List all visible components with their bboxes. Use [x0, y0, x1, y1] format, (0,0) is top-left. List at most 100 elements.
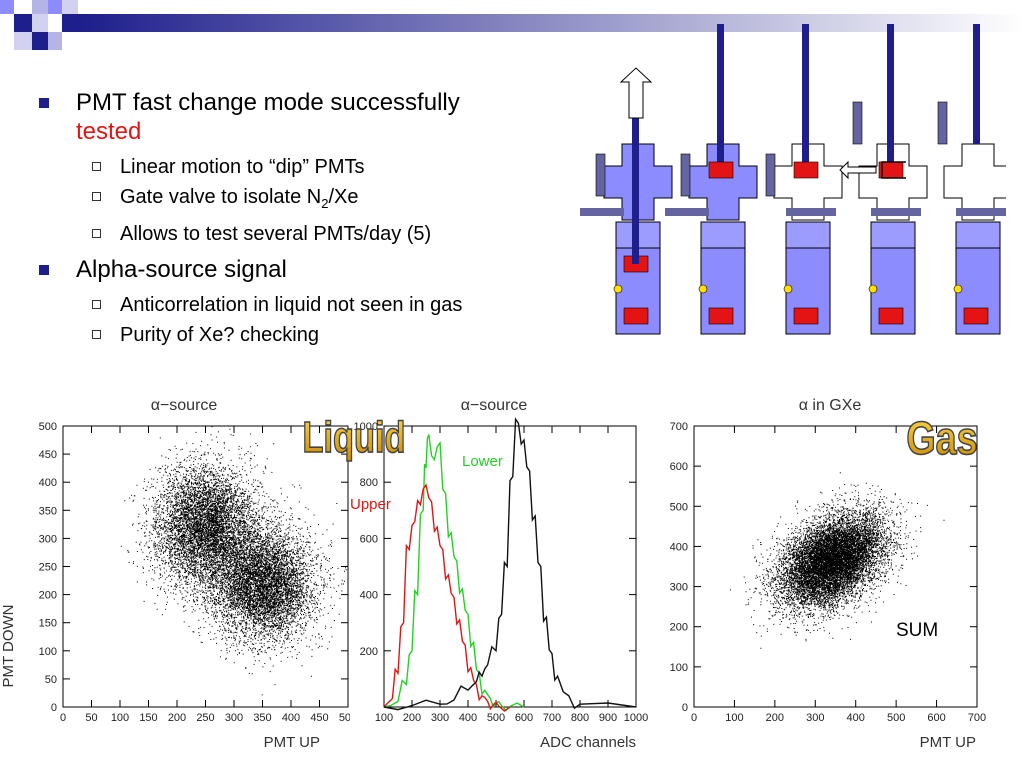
deco-square — [14, 32, 32, 50]
valve-plate — [595, 153, 606, 197]
alpha-source — [868, 284, 878, 294]
scatter-point-cloud — [730, 472, 945, 649]
y-tick-label: 200 — [39, 590, 57, 602]
flange — [871, 208, 921, 216]
deco-square — [48, 32, 62, 50]
valve-sleeve — [881, 161, 906, 179]
x-tick-label: 100 — [375, 712, 393, 724]
x-tick-label: 300 — [806, 712, 824, 724]
flange — [956, 208, 1006, 216]
bullet-alpha-source: Alpha-source signal — [36, 255, 576, 284]
stage-4 — [839, 24, 928, 335]
x-tick-label: 800 — [571, 712, 589, 724]
rod — [887, 24, 894, 164]
x-tick-label: 250 — [196, 712, 214, 724]
x-tick-label: 700 — [968, 712, 986, 724]
x-tick-label: 900 — [599, 712, 617, 724]
sub-bullet-text: Anticorrelation in liquid not seen in ga… — [120, 294, 463, 316]
series-label-sum: SUM — [896, 620, 938, 641]
wordart-liquid: Liquid — [302, 412, 406, 462]
x-tick-label: 600 — [927, 712, 945, 724]
deco-square — [62, 14, 78, 32]
sub-bullet-anticorrelation: Anticorrelation in liquid not seen in ga… — [36, 290, 576, 320]
alpha-source — [953, 284, 963, 294]
chart-title: α−source — [461, 397, 528, 414]
x-tick-label: 300 — [431, 712, 449, 724]
series-label-lower: Lower — [462, 453, 503, 470]
sub-bullet-marker — [92, 229, 101, 238]
x-tick-label: 500 — [487, 712, 505, 724]
gas-region — [700, 221, 746, 249]
chart-liquid-scatter: α−source PMT DOWN PMT UP 0 50 100 150 200 250… — [0, 397, 350, 751]
wordart-liquid-text: Liquid — [303, 413, 406, 462]
bullet-marker — [39, 265, 49, 275]
series-label-upper: Upper — [350, 496, 391, 513]
y-tick-label: 450 — [39, 449, 57, 461]
bullet-text: PMT fast change mode successfully — [76, 89, 460, 116]
flange — [580, 208, 624, 216]
x-tick-label: 50 — [85, 712, 97, 724]
y-tick-label: 500 — [670, 501, 688, 513]
pmt-lower — [623, 307, 649, 325]
deco-square — [48, 0, 62, 14]
pmt-lower — [878, 307, 904, 325]
y-tick-label: 500 — [39, 421, 57, 433]
bullet-text: Alpha-source signal — [76, 256, 287, 283]
sub-bullet-several-pmts: Allows to test several PMTs/day (5) — [36, 219, 576, 249]
sub-bullet-marker — [92, 162, 101, 171]
wordart-gas: Gas — [906, 412, 979, 465]
deco-square — [0, 0, 14, 14]
x-tick-label: 100 — [111, 712, 129, 724]
pmt-in-gate — [708, 161, 734, 179]
y-tick-label: 350 — [39, 505, 57, 517]
valve-plate — [680, 153, 691, 197]
gas-region — [955, 221, 1001, 249]
pmt-lower — [708, 307, 734, 325]
x-tick-label: 100 — [725, 712, 743, 724]
sub-bullet-text: Purity of Xe? checking — [120, 324, 319, 346]
x-tick-label: 400 — [282, 712, 300, 724]
stage-1 — [580, 67, 673, 335]
sub-bullet-text: Allows to test several PMTs/day (5) — [120, 223, 432, 245]
y-tick-label: 600 — [360, 533, 378, 545]
rod — [802, 24, 809, 164]
x-axis-label: PMT UP — [920, 734, 976, 751]
x-tick-label: 0 — [691, 712, 697, 724]
rod — [973, 24, 980, 144]
gate-body — [858, 143, 928, 221]
flange — [665, 208, 709, 216]
rod — [717, 24, 724, 164]
gas-region — [785, 221, 831, 249]
x-tick-label: 150 — [139, 712, 157, 724]
sub-bullet-marker — [92, 300, 101, 309]
pmt-in-gate — [793, 161, 819, 179]
alpha-source — [783, 284, 793, 294]
x-tick-label: 500 — [339, 712, 350, 724]
y-tick-label: 100 — [670, 662, 688, 674]
up-arrow-icon — [619, 67, 653, 119]
stage-5 — [937, 24, 1006, 335]
deco-square — [48, 14, 62, 32]
valve-plate — [852, 101, 863, 145]
scatter-point-cloud — [120, 426, 347, 696]
pmt-lower — [963, 307, 989, 325]
y-tick-label: 0 — [51, 702, 57, 714]
gate-body — [943, 143, 1006, 221]
series-line-lower — [383, 434, 525, 712]
stage-2 — [665, 24, 758, 335]
gas-region — [870, 221, 916, 249]
deco-square — [32, 14, 48, 32]
pmt-lower — [793, 307, 819, 325]
wordart-gas-text: Gas — [906, 412, 977, 463]
deco-square — [32, 0, 48, 14]
y-tick-label: 400 — [670, 541, 688, 553]
left-arrow-icon — [839, 160, 877, 180]
alpha-source — [698, 284, 708, 294]
sub-bullet-text: Gate valve to isolate N — [120, 186, 322, 208]
alpha-source — [613, 284, 623, 294]
pmt-exchange-diagram — [580, 24, 1006, 335]
y-axis-label: PMT DOWN — [0, 604, 17, 687]
x-tick-label: 1000 — [624, 712, 648, 724]
series-line-sum — [383, 417, 637, 711]
x-tick-label: 0 — [60, 712, 66, 724]
